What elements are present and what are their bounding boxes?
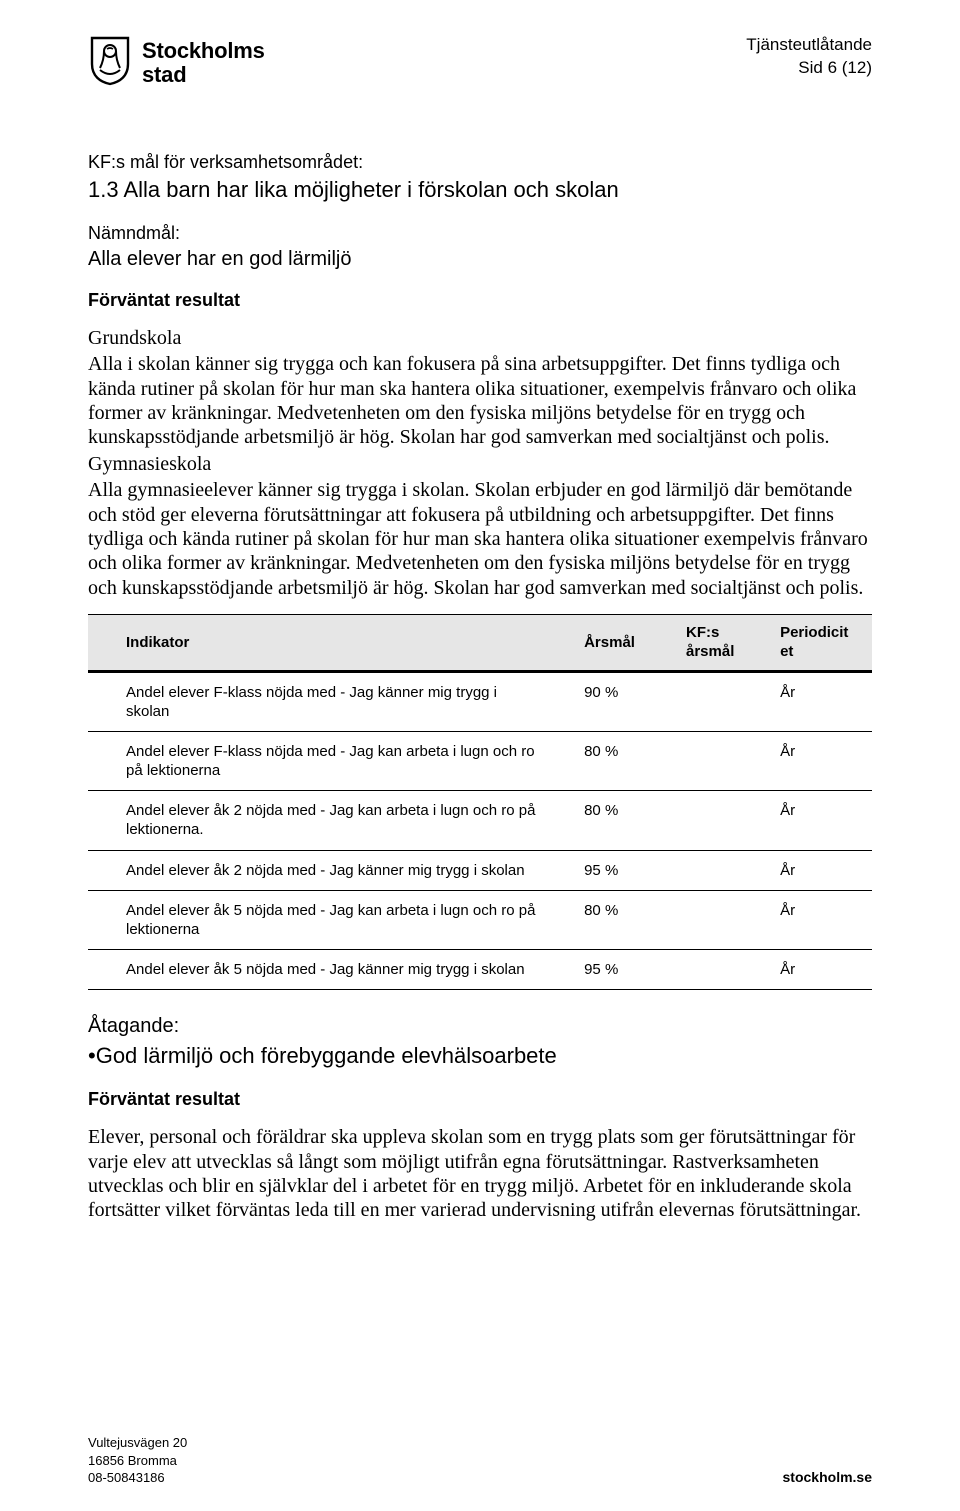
- document-page: Stockholms stad Tjänsteutlåtande Sid 6 (…: [0, 0, 960, 1511]
- cell-indikator: Andel elever åk 2 nöjda med - Jag känner…: [88, 850, 574, 890]
- doc-type: Tjänsteutlåtande: [746, 34, 872, 57]
- cell-arsmal: 80 %: [574, 890, 676, 949]
- footer-site: stockholm.se: [783, 1468, 872, 1487]
- cell-arsmal: 80 %: [574, 731, 676, 790]
- cell-indikator: Andel elever åk 5 nöjda med - Jag kan ar…: [88, 890, 574, 949]
- cell-period: År: [770, 791, 872, 850]
- table-row: Andel elever åk 5 nöjda med - Jag känner…: [88, 950, 872, 990]
- cell-kfs: [676, 950, 770, 990]
- table-row: Andel elever åk 2 nöjda med - Jag kan ar…: [88, 791, 872, 850]
- kf-label: KF:s mål för verksamhetsområdet:: [88, 151, 872, 174]
- namndmal-text: Alla elever har en god lärmiljö: [88, 247, 872, 273]
- cell-kfs: [676, 890, 770, 949]
- logo-line1: Stockholms: [142, 39, 265, 62]
- cell-arsmal: 95 %: [574, 850, 676, 890]
- footer-addr2: 16856 Bromma: [88, 1452, 187, 1470]
- cell-indikator: Andel elever åk 2 nöjda med - Jag kan ar…: [88, 791, 574, 850]
- cell-period: År: [770, 890, 872, 949]
- footer-addr1: Vultejusvägen 20: [88, 1434, 187, 1452]
- cell-period: År: [770, 950, 872, 990]
- doc-meta: Tjänsteutlåtande Sid 6 (12): [746, 34, 872, 80]
- namndmal-label: Nämndmål:: [88, 222, 872, 245]
- th-indikator: Indikator: [88, 615, 574, 671]
- th-period: Periodicit et: [770, 615, 872, 671]
- atagande-label: Åtagande:: [88, 1014, 872, 1040]
- goal-title: 1.3 Alla barn har lika möjligheter i för…: [88, 176, 872, 204]
- atagande-text: •God lärmiljö och förebyggande elevhälso…: [88, 1042, 872, 1070]
- stockholm-crest-icon: [88, 34, 132, 91]
- gymnasie-text: Alla gymnasieelever känner sig trygga i …: [88, 478, 872, 600]
- footer-address: Vultejusvägen 20 16856 Bromma 08-5084318…: [88, 1434, 187, 1487]
- cell-period: År: [770, 671, 872, 731]
- indicator-table: Indikator Årsmål KF:s årsmål Periodicit …: [88, 614, 872, 990]
- table-row: Andel elever åk 2 nöjda med - Jag känner…: [88, 850, 872, 890]
- cell-kfs: [676, 731, 770, 790]
- content: KF:s mål för verksamhetsområdet: 1.3 All…: [88, 151, 872, 1223]
- th-kfs: KF:s årsmål: [676, 615, 770, 671]
- cell-kfs: [676, 791, 770, 850]
- cell-arsmal: 90 %: [574, 671, 676, 731]
- logo-text: Stockholms stad: [142, 39, 265, 85]
- table-row: Andel elever F-klass nöjda med - Jag kan…: [88, 731, 872, 790]
- cell-indikator: Andel elever F-klass nöjda med - Jag kän…: [88, 671, 574, 731]
- cell-kfs: [676, 671, 770, 731]
- cell-kfs: [676, 850, 770, 890]
- gymnasie-label: Gymnasieskola: [88, 452, 872, 476]
- page-footer: Vultejusvägen 20 16856 Bromma 08-5084318…: [88, 1434, 872, 1487]
- table-header-row: Indikator Årsmål KF:s årsmål Periodicit …: [88, 615, 872, 671]
- cell-arsmal: 80 %: [574, 791, 676, 850]
- table-row: Andel elever F-klass nöjda med - Jag kän…: [88, 671, 872, 731]
- expected2-label: Förväntat resultat: [88, 1088, 872, 1111]
- logo-block: Stockholms stad: [88, 34, 265, 91]
- grundskola-label: Grundskola: [88, 326, 872, 350]
- cell-arsmal: 95 %: [574, 950, 676, 990]
- expected2-text: Elever, personal och föräldrar ska upple…: [88, 1125, 872, 1223]
- grundskola-text: Alla i skolan känner sig trygga och kan …: [88, 352, 872, 450]
- logo-line2: stad: [142, 63, 265, 86]
- cell-period: År: [770, 850, 872, 890]
- table-row: Andel elever åk 5 nöjda med - Jag kan ar…: [88, 890, 872, 949]
- cell-indikator: Andel elever F-klass nöjda med - Jag kan…: [88, 731, 574, 790]
- th-arsmal: Årsmål: [574, 615, 676, 671]
- table-body: Andel elever F-klass nöjda med - Jag kän…: [88, 671, 872, 990]
- cell-period: År: [770, 731, 872, 790]
- footer-addr3: 08-50843186: [88, 1469, 187, 1487]
- page-header: Stockholms stad Tjänsteutlåtande Sid 6 (…: [88, 34, 872, 91]
- page-ref: Sid 6 (12): [746, 57, 872, 80]
- cell-indikator: Andel elever åk 5 nöjda med - Jag känner…: [88, 950, 574, 990]
- expected-label: Förväntat resultat: [88, 289, 872, 312]
